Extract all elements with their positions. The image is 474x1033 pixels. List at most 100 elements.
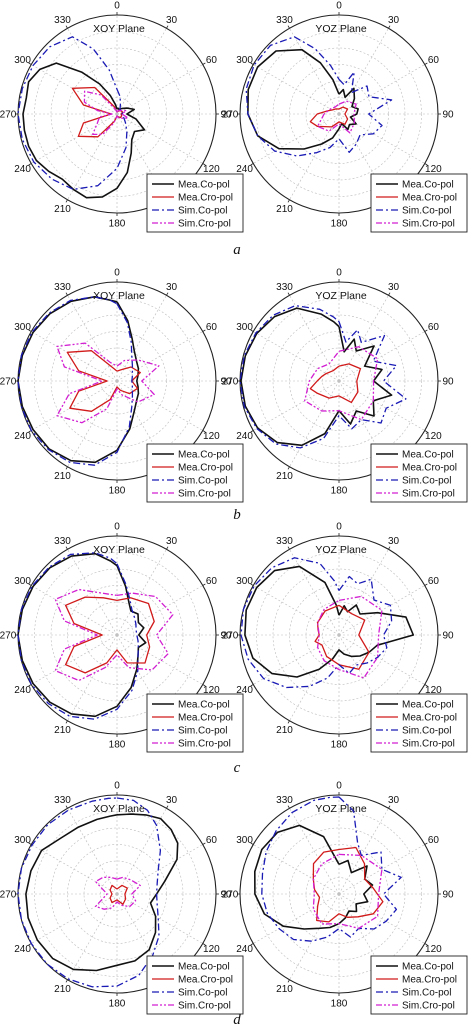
series-sim-co-pol [17,552,140,720]
polar-chart-5: 0306090120150180210240270300330XOY Plane… [0,522,244,753]
legend-label: Sim.Cro-pol [402,219,455,230]
angle-tick-label: 210 [54,725,71,736]
angle-tick-label: 270 [0,377,17,388]
angle-tick-mark [287,546,290,550]
plot-title: YOZ Plane [315,290,367,302]
angle-tick-label: 210 [54,204,71,215]
angle-tick-mark [388,805,391,809]
grid-spoke [116,634,203,685]
polar-chart-1: 0306090120150180210240270300330XOY Plane… [0,1,244,233]
legend-label: Mea.Cro-pol [178,193,233,204]
legend-label: Mea.Co-pol [178,962,230,973]
plot-title: XOY Plane [93,23,145,35]
series-mea-co-pol [22,62,146,199]
polar-chart-6: 0306090120150180210240270300330YOZ Plane… [222,522,468,753]
grid-spoke [253,634,340,685]
angle-tick-mark [28,684,32,687]
angle-tick-label: 270 [222,631,239,642]
series-sim-cro-pol [83,90,129,136]
grid-spoke [116,893,203,944]
angle-tick-mark [424,62,428,65]
angle-tick-mark [287,805,290,809]
angle-tick-label: 30 [388,795,400,806]
polar-chart-2: 0306090120150180210240270300330YOZ Plane… [222,1,468,233]
angle-tick-mark [388,292,391,296]
angle-tick-label: 240 [236,944,253,955]
legend-label: Sim.Co-pol [402,476,451,487]
panel-caption: b [233,507,241,523]
angle-tick-mark [28,163,32,166]
angle-tick-label: 30 [388,536,400,547]
series-sim-co-pol [17,296,134,466]
angle-tick-label: 30 [166,15,178,26]
grid-spoke [31,634,118,685]
angle-tick-mark [202,684,206,687]
angle-tick-label: 270 [222,890,239,901]
grid-spoke [116,113,167,200]
angle-tick-label: 120 [203,685,220,696]
angle-tick-label: 300 [236,55,253,66]
angle-tick-label: 300 [14,322,31,333]
legend-label: Mea.Co-pol [402,450,454,461]
grid-spoke [253,585,340,636]
angle-tick-mark [202,163,206,166]
angle-tick-mark [424,684,428,687]
legend-label: Mea.Co-pol [402,700,454,711]
grid-spoke [116,893,167,980]
angle-tick-mark [424,329,428,332]
grid-spoke [116,549,167,636]
angle-tick-label: 240 [236,685,253,696]
angle-tick-label: 270 [0,110,17,121]
legend-label: Sim.Co-pol [402,726,451,737]
grid-spoke [253,64,340,115]
grid-spoke [338,549,389,636]
legend-label: Mea.Cro-pol [402,463,457,474]
angle-tick-label: 0 [336,781,342,792]
angle-tick-label: 60 [428,835,440,846]
angle-tick-mark [202,430,206,433]
angle-tick-mark [287,466,290,470]
angle-tick-label: 60 [206,835,218,846]
angle-tick-label: 90 [442,890,454,901]
series-mea-co-pol [17,296,140,464]
angle-tick-label: 30 [166,282,178,293]
legend-label: Sim.Co-pol [178,726,227,737]
grid-spoke [31,585,118,636]
angle-tick-label: 180 [109,740,126,751]
angle-tick-mark [28,329,32,332]
grid-spoke [31,844,118,895]
plot-title: XOY Plane [93,290,145,302]
grid-spoke [116,380,203,431]
angle-tick-mark [28,583,32,586]
grid-spoke [338,331,425,382]
angle-tick-mark [166,805,169,809]
grid-spoke [338,634,425,685]
angle-tick-mark [250,329,254,332]
angle-tick-label: 330 [54,282,71,293]
series-mea-co-pol [25,813,179,972]
legend-label: Mea.Cro-pol [402,975,457,986]
legend: Mea.Co-pol Mea.Cro-pol Sim.Co-pol Sim.Cro-p… [146,443,244,503]
angle-tick-label: 240 [236,164,253,175]
series-mea-co-pol [17,552,147,718]
angle-tick-label: 30 [388,15,400,26]
angle-tick-label: 60 [428,576,440,587]
grid-spoke [31,380,118,431]
polar-chart-7: 0306090120150180210240270300330XOY Plane… [0,781,244,1015]
angle-tick-mark [202,943,206,946]
polar-chart-8: 0306090120150180210240270300330YOZ Plane… [222,781,468,1015]
grid-spoke [338,844,425,895]
grid-spoke [338,295,389,382]
angle-tick-label: 300 [14,576,31,587]
angle-tick-label: 180 [109,999,126,1010]
angle-tick-mark [250,430,254,433]
angle-tick-label: 330 [276,282,293,293]
panel-caption: d [233,1012,241,1028]
plot-title: XOY Plane [93,544,145,556]
legend-label: Mea.Cro-pol [178,975,233,986]
legend: Mea.Co-pol Mea.Cro-pol Sim.Co-pol Sim.Cro-p… [146,693,244,753]
angle-tick-label: 240 [236,431,253,442]
plot-title: YOZ Plane [315,803,367,815]
grid-spoke [338,585,425,636]
